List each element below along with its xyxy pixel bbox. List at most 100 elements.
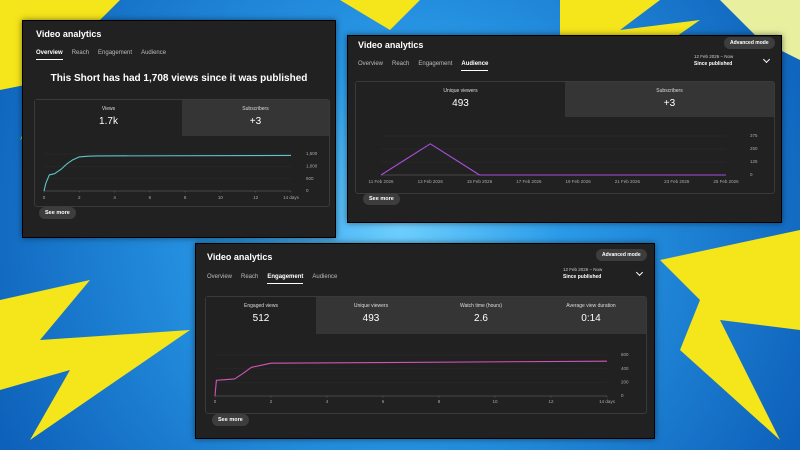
see-more-button[interactable]: See more (39, 207, 76, 219)
tab[interactable]: Engagement (418, 61, 453, 67)
metric-label: Watch time (hours) (459, 303, 503, 309)
tab[interactable]: Reach (241, 274, 259, 280)
x-tick-label: 12 (253, 195, 259, 200)
panel-title: Video analytics (358, 40, 424, 50)
x-tick-label: 19 Feb 2026 (566, 179, 592, 184)
y-tick-label: 0 (306, 188, 309, 193)
tab-bar: Overview Reach Engagement Audience (358, 61, 489, 71)
metrics-row: Engaged views 512 Unique viewers 493 Watch t… (206, 297, 646, 334)
analytics-panel: Video analytics Advanced mode Overview Re… (195, 243, 655, 439)
date-range-text: 12 Feb 2026 – Now (563, 267, 603, 272)
data-line (214, 360, 608, 397)
y-tick-label: 0 (750, 172, 753, 177)
tab[interactable]: Audience (141, 50, 167, 56)
y-tick-label: 125 (750, 159, 758, 164)
metric-tile[interactable]: Watch time (hours) 2.6 (426, 297, 536, 334)
tab-bar: Overview Reach Engagement Audience (36, 50, 166, 60)
tab[interactable]: Audience (461, 61, 489, 71)
x-tick-label: 10 (218, 195, 224, 200)
x-tick-label: 4 (326, 399, 329, 404)
x-tick-label: 14 days (283, 195, 300, 200)
metric-value: +3 (249, 116, 262, 127)
metric-tile[interactable]: Views 1.7k (35, 100, 182, 136)
panel-title: Video analytics (36, 29, 102, 39)
metric-value: +3 (663, 98, 676, 109)
metric-label: Average view duration (566, 303, 616, 309)
y-tick-label: 0 (621, 393, 624, 398)
advanced-mode-button[interactable]: Advanced mode (724, 37, 775, 49)
x-tick-label: 2 (270, 399, 273, 404)
headline: This Short has had 1,708 views since it … (50, 73, 308, 84)
metric-label: Views (101, 106, 116, 112)
x-tick-label: 0 (214, 399, 217, 404)
chart: 0 125 250 375 11 Feb 2026 13 Feb 2026 15 Feb 2… (369, 133, 758, 184)
y-tick-label: 1,000 (306, 164, 318, 169)
date-range[interactable]: 12 Feb 2026 – Now Since published (694, 54, 733, 67)
x-tick-label: 8 (438, 399, 441, 404)
metric-tile[interactable]: Engaged views 512 (206, 297, 316, 334)
analytics-panel: Video analytics Advanced mode Overview Re… (347, 35, 782, 223)
metric-label: Subscribers (656, 88, 683, 94)
x-tick-label: 14 days (599, 399, 616, 404)
x-tick-label: 17 Feb 2026 (516, 179, 542, 184)
see-more-button[interactable]: See more (212, 414, 249, 426)
tab-bar: Overview Reach Engagement Audience (207, 274, 337, 284)
tab[interactable]: Overview (358, 61, 384, 67)
metric-label: Unique viewers (443, 88, 478, 94)
metric-value: 493 (362, 313, 380, 324)
x-tick-label: 2 (78, 195, 81, 200)
date-range-text: 12 Feb 2026 – Now (694, 54, 734, 59)
x-tick-label: 0 (43, 195, 46, 200)
tab[interactable]: Overview (36, 50, 63, 60)
x-tick-label: 23 Feb 2026 (664, 179, 690, 184)
see-more-button[interactable]: See more (363, 193, 400, 205)
analytics-panel: Video analytics Overview Reach Engagement A… (22, 20, 336, 238)
panel-title: Video analytics (207, 252, 273, 262)
metric-label: Engaged views (244, 303, 278, 309)
metric-label: Subscribers (242, 106, 269, 112)
x-tick-label: 10 (492, 399, 498, 404)
x-tick-label: 15 Feb 2026 (467, 179, 493, 184)
y-tick-label: 250 (750, 146, 758, 151)
tab[interactable]: Engagement (267, 274, 304, 284)
tab[interactable]: Reach (392, 61, 410, 67)
x-tick-label: 12 (548, 399, 554, 404)
x-tick-label: 6 (149, 195, 152, 200)
y-tick-label: 500 (306, 176, 314, 181)
x-tick-label: 11 Feb 2026 (369, 179, 394, 184)
y-tick-label: 375 (750, 133, 758, 138)
metrics-card (355, 81, 775, 194)
metric-tile[interactable]: Subscribers +3 (182, 100, 329, 136)
metric-value: 493 (452, 98, 469, 109)
metric-value: 512 (252, 313, 270, 324)
metrics-card (205, 296, 647, 414)
period: Since published (563, 274, 602, 280)
metrics-row: Views 1.7k Subscribers +3 (35, 100, 329, 136)
tab[interactable]: Overview (207, 274, 233, 280)
metric-tile[interactable]: Average view duration 0:14 (536, 297, 646, 334)
x-tick-label: 4 (113, 195, 116, 200)
y-tick-label: 600 (621, 352, 629, 357)
metric-label: Unique viewers (353, 303, 389, 309)
metrics-row: Unique viewers 493 Subscribers +3 (356, 82, 774, 117)
metric-tile[interactable]: Unique viewers 493 (316, 297, 426, 334)
x-tick-label: 13 Feb 2026 (418, 179, 444, 184)
metrics-card (34, 99, 330, 207)
chart: 0 200 400 600 0 2 4 6 8 10 12 14 days (214, 352, 629, 404)
tab[interactable]: Engagement (98, 50, 133, 56)
chart: 0 500 1,000 1,500 0 2 4 6 8 10 12 14 days (43, 151, 318, 200)
x-tick-label: 21 Feb 2026 (615, 179, 641, 184)
data-line (380, 143, 726, 176)
metric-tile[interactable]: Unique viewers 493 (356, 82, 565, 117)
data-line (43, 154, 292, 192)
metric-value: 1.7k (99, 116, 118, 127)
tab[interactable]: Reach (71, 50, 90, 56)
x-tick-label: 6 (382, 399, 385, 404)
advanced-mode-button[interactable]: Advanced mode (596, 249, 647, 261)
date-range[interactable]: 12 Feb 2026 – Now Since published (563, 267, 602, 280)
tab[interactable]: Audience (312, 274, 338, 280)
x-tick-label: 25 Feb 2026 (713, 179, 739, 184)
metric-tile[interactable]: Subscribers +3 (565, 82, 774, 117)
y-tick-label: 200 (621, 380, 629, 385)
